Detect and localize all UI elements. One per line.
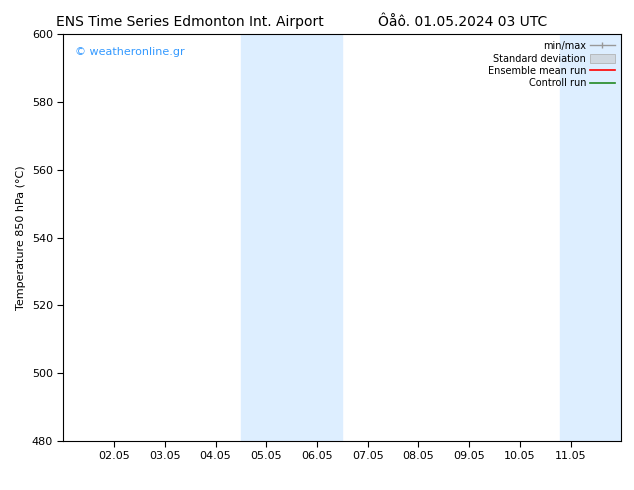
Bar: [560, 34, 621, 441]
Text: ENS Time Series Edmonton Int. Airport: ENS Time Series Edmonton Int. Airport: [56, 15, 324, 29]
Text: © weatheronline.gr: © weatheronline.gr: [75, 47, 184, 56]
Legend: min/max, Standard deviation, Ensemble mean run, Controll run: min/max, Standard deviation, Ensemble me…: [486, 39, 616, 90]
Bar: [241, 34, 342, 441]
Y-axis label: Temperature 850 hPa (°C): Temperature 850 hPa (°C): [16, 165, 26, 310]
Text: Ôåô. 01.05.2024 03 UTC: Ôåô. 01.05.2024 03 UTC: [378, 15, 547, 29]
